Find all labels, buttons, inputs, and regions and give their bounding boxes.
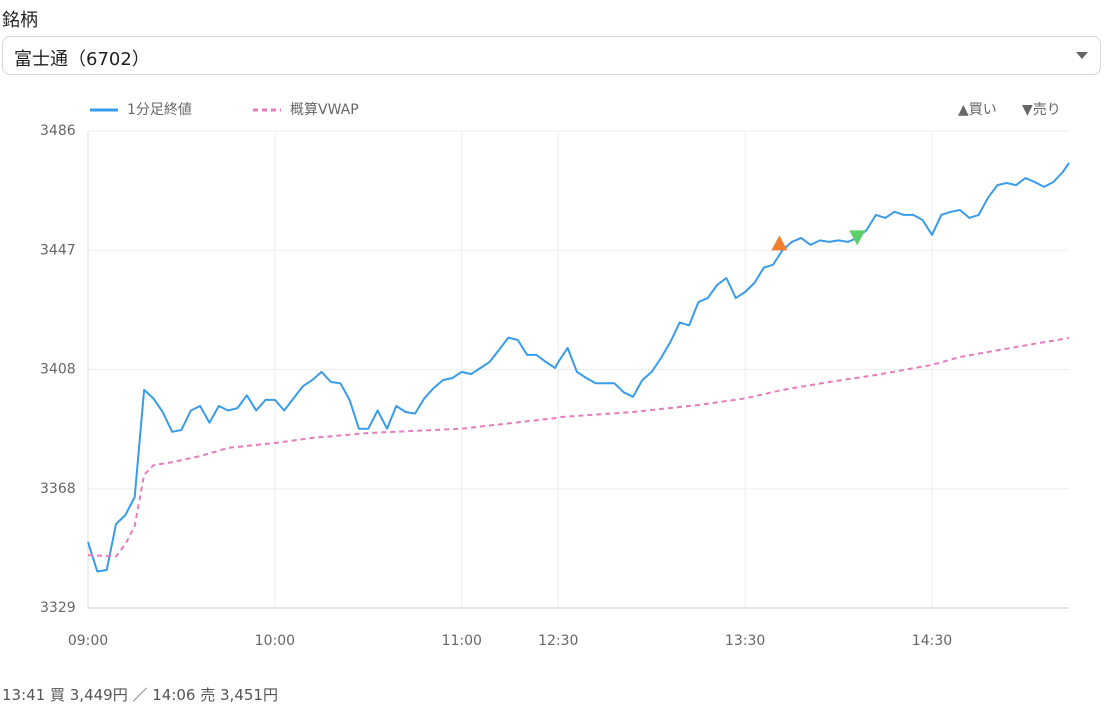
legend-label: 概算VWAP [290,102,359,118]
trade-marker [771,235,788,251]
y-tick-label: 3486 [40,123,76,139]
y-tick-label: 3447 [40,242,76,258]
field-label: 銘柄 [2,10,38,31]
x-tick-label: 12:30 [538,633,578,649]
select-caret [1076,52,1088,59]
x-tick-label: 09:00 [68,633,108,649]
marker-legend-label: ▼売り [1022,102,1061,118]
marker-legend-label: ▲買い [958,102,997,118]
stock-select[interactable]: 富士通（6702） [2,36,1101,75]
x-tick-label: 10:00 [255,633,295,649]
y-tick-label: 3408 [40,362,76,378]
y-tick-label: 3368 [40,481,76,497]
trade-marker [849,230,866,246]
x-tick-label: 11:00 [442,633,482,649]
trade-summary: 13:41 買 3,449円 ／ 14:06 売 3,451円 [2,686,278,704]
series-line [87,336,1070,558]
legend-label: 1分足終値 [127,102,192,118]
y-tick-label: 3329 [40,600,76,616]
chart: 3329 3368 3408 3447 3486 09:00 10:00 11:00 12:30… [40,102,1070,649]
x-tick-label: 13:30 [725,633,765,649]
x-tick-label: 14:30 [912,633,952,649]
select-value: 富士通（6702） [14,49,150,70]
series-line [87,162,1070,573]
